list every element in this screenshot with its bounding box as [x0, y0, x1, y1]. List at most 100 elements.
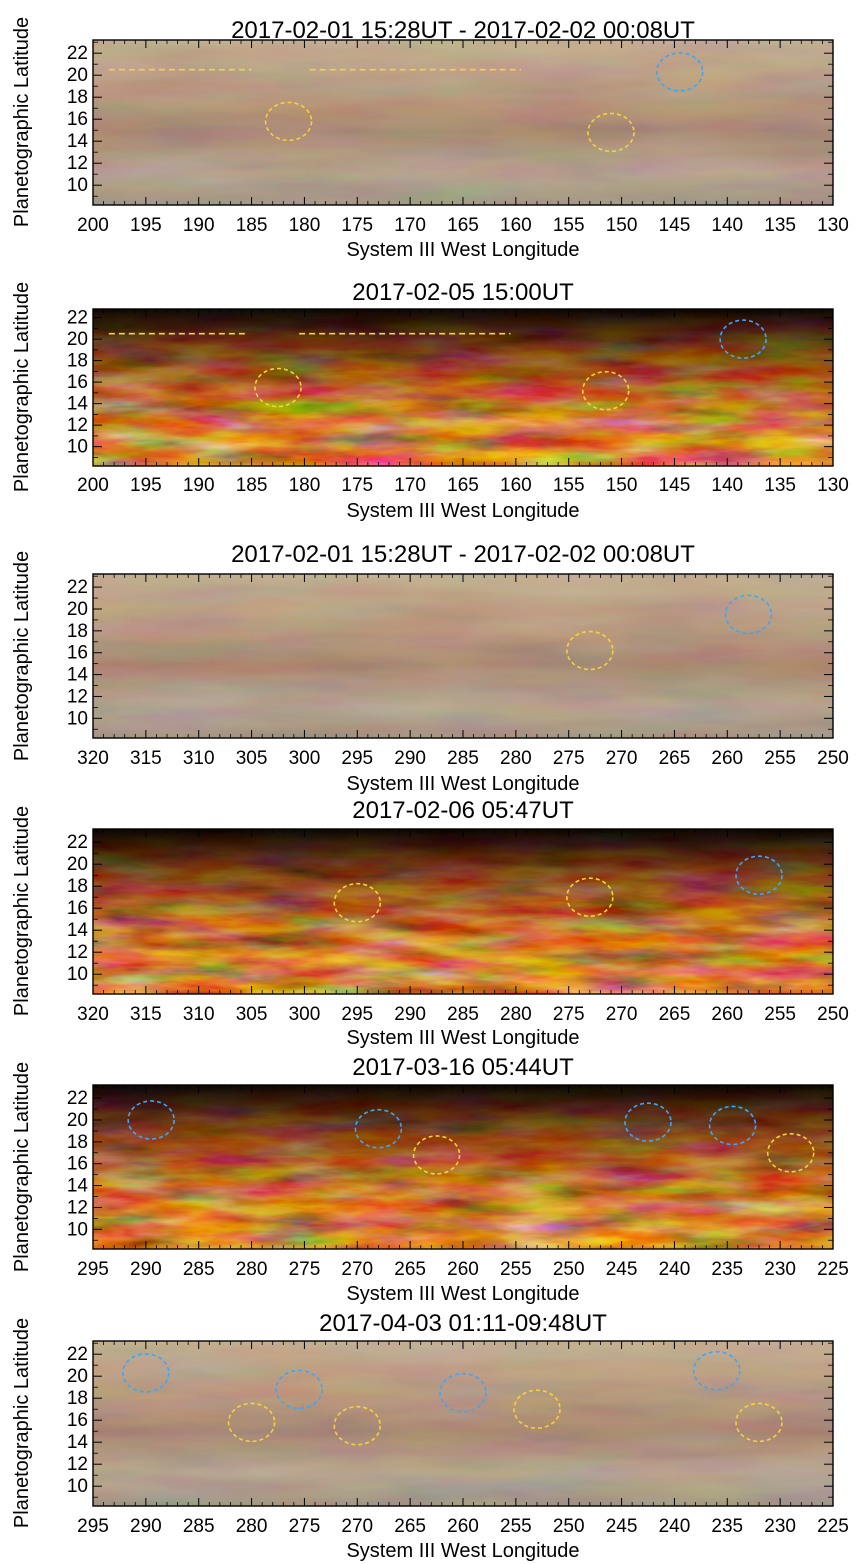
x-tick-label: 255 [764, 1004, 796, 1025]
x-tick-label: 240 [659, 1516, 691, 1537]
x-axis-label: System III West Longitude [346, 1027, 579, 1049]
x-tick-label: 280 [236, 1516, 268, 1537]
x-tick-label: 165 [447, 215, 479, 236]
x-tick-label: 155 [553, 215, 585, 236]
panel-image-shading [93, 829, 833, 994]
x-tick-label: 285 [183, 1516, 215, 1537]
x-tick-label: 290 [130, 1516, 162, 1537]
x-tick-label: 280 [500, 1004, 532, 1025]
y-tick-label: 18 [67, 1388, 88, 1409]
panel-title: 2017-02-05 15:00UT [352, 279, 574, 306]
x-tick-label: 290 [130, 1259, 162, 1280]
x-tick-label: 250 [817, 1004, 849, 1025]
yellow-dashed-ellipse [566, 630, 614, 671]
y-tick-label: 22 [67, 1344, 88, 1365]
x-tick-label: 200 [77, 475, 109, 496]
x-tick-label: 140 [711, 215, 743, 236]
y-axis-label: Planetographic Latitude [11, 806, 33, 1016]
y-tick-label: 10 [67, 437, 88, 458]
panel-2: 2017-02-05 15:00UT 200 195 190 185 180 175 170 1… [11, 279, 849, 522]
panel-6: 2017-04-03 01:11-09:48UT 295 290 285 280 275 2… [11, 1310, 849, 1562]
x-tick-label: 175 [341, 475, 373, 496]
y-tick-label: 16 [67, 109, 88, 130]
x-tick-label: 260 [711, 748, 743, 769]
x-tick-label: 135 [764, 475, 796, 496]
y-tick-label: 12 [67, 686, 88, 707]
panel-title: 2017-03-16 05:44UT [352, 1054, 574, 1081]
yellow-dashed-ellipse [766, 1132, 815, 1173]
y-axis-label: Planetographic Latitude [11, 1062, 33, 1272]
x-tick-label: 170 [394, 475, 426, 496]
x-tick-label: 270 [341, 1516, 373, 1537]
yellow-dashed-ellipse [566, 877, 614, 918]
x-tick-label: 310 [183, 1004, 215, 1025]
x-tick-label: 285 [447, 748, 479, 769]
x-tick-label: 150 [606, 475, 638, 496]
x-axis-label: System III West Longitude [346, 773, 579, 795]
x-tick-label: 230 [764, 1259, 796, 1280]
y-tick-label: 12 [67, 942, 88, 963]
yellow-dashed-ellipse [227, 1402, 276, 1443]
x-tick-label: 255 [500, 1516, 532, 1537]
x-tick-label: 295 [77, 1259, 109, 1280]
y-tick-label: 12 [67, 1454, 88, 1475]
x-tick-label: 265 [659, 1004, 691, 1025]
x-tick-label: 190 [183, 215, 215, 236]
x-tick-label: 280 [236, 1259, 268, 1280]
x-tick-label: 170 [394, 215, 426, 236]
blue-dashed-ellipse [719, 319, 767, 359]
x-tick-label: 235 [711, 1259, 743, 1280]
x-tick-label: 195 [130, 475, 162, 496]
x-tick-label: 250 [553, 1259, 585, 1280]
x-tick-label: 225 [817, 1259, 849, 1280]
x-tick-label: 295 [341, 1004, 373, 1025]
yellow-dashed-ellipse [333, 882, 382, 923]
yellow-dashed-ellipse [735, 1402, 783, 1443]
panel-title: 2017-04-03 01:11-09:48UT [319, 1310, 607, 1337]
y-tick-label: 18 [67, 87, 88, 108]
blue-dashed-ellipse [724, 594, 773, 635]
x-tick-label: 315 [130, 748, 162, 769]
x-tick-label: 270 [606, 748, 638, 769]
y-tick-label: 10 [67, 964, 88, 985]
x-tick-label: 305 [236, 1004, 268, 1025]
y-axis-label: Planetographic Latitude [11, 282, 33, 492]
blue-dashed-ellipse [122, 1353, 170, 1393]
x-tick-label: 305 [236, 748, 268, 769]
y-tick-label: 20 [67, 1110, 88, 1131]
x-axis-label: System III West Longitude [346, 1540, 579, 1562]
blue-dashed-ellipse [127, 1100, 175, 1140]
panel-title: 2017-02-06 05:47UT [352, 797, 574, 824]
y-tick-label: 10 [67, 175, 88, 196]
yellow-dashed-ellipse [513, 1389, 561, 1429]
x-tick-label: 265 [394, 1516, 426, 1537]
y-tick-label: 16 [67, 898, 88, 919]
yellow-dashed-ellipse [264, 101, 313, 142]
y-tick-label: 12 [67, 153, 88, 174]
x-tick-label: 295 [341, 748, 373, 769]
x-tick-label: 275 [553, 748, 585, 769]
y-tick-label: 16 [67, 372, 88, 393]
x-tick-label: 255 [764, 748, 796, 769]
panel-image-shading [93, 309, 833, 466]
blue-dashed-ellipse [692, 1350, 741, 1391]
y-tick-label: 20 [67, 599, 88, 620]
x-tick-label: 315 [130, 1004, 162, 1025]
x-tick-label: 260 [447, 1516, 479, 1537]
blue-dashed-ellipse [624, 1102, 672, 1142]
x-tick-label: 280 [500, 748, 532, 769]
x-tick-label: 270 [606, 1004, 638, 1025]
y-tick-label: 20 [67, 854, 88, 875]
y-tick-label: 14 [67, 665, 89, 686]
x-tick-label: 300 [289, 1004, 321, 1025]
x-axis-label: System III West Longitude [346, 500, 579, 522]
x-tick-label: 130 [817, 475, 849, 496]
x-tick-label: 165 [447, 475, 479, 496]
y-tick-label: 20 [67, 329, 88, 350]
y-tick-label: 10 [67, 708, 88, 729]
blue-dashed-ellipse [735, 855, 783, 896]
x-tick-label: 250 [817, 748, 849, 769]
y-tick-label: 22 [67, 1088, 88, 1109]
y-tick-label: 12 [67, 1197, 88, 1218]
